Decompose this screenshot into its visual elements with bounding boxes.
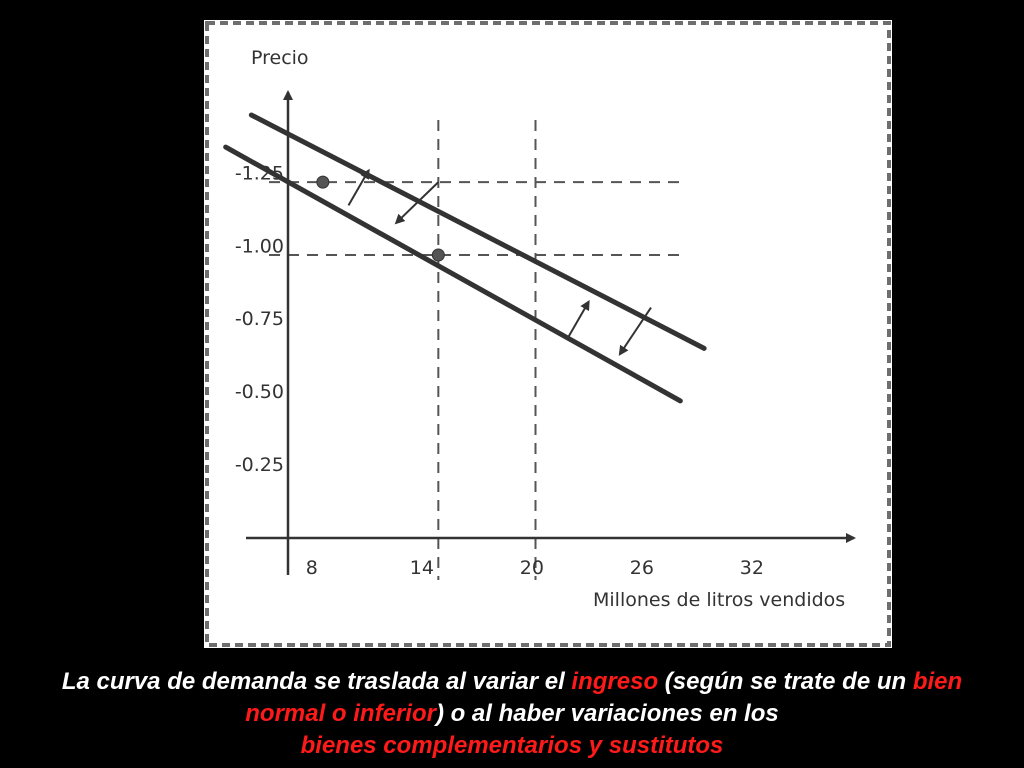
caption-highlight-ingreso: ingreso — [571, 668, 659, 695]
shift-arrow-0 — [347, 168, 370, 206]
caption-text-2: (según se trate de un — [658, 668, 913, 695]
y-tick-label: -1.25 — [235, 162, 284, 184]
caption-text-1: La curva de demanda se traslada al varia… — [61, 668, 572, 695]
x-tick-label: 32 — [740, 557, 764, 579]
y-tick-label: -0.25 — [235, 454, 284, 476]
demand-line-1 — [223, 144, 683, 404]
dashed-border — [205, 21, 891, 647]
caption: La curva de demanda se traslada al varia… — [60, 666, 964, 762]
x-axis-title: Millones de litros vendidos — [593, 589, 845, 611]
x-tick-label: 20 — [520, 557, 544, 579]
demand-line-0 — [248, 112, 707, 351]
shift-arrow-1 — [394, 181, 440, 225]
y-tick-label: -1.00 — [235, 235, 284, 257]
x-tick-label: 26 — [630, 557, 654, 579]
y-tick-label: -0.50 — [235, 381, 284, 403]
x-tick-label: 8 — [306, 557, 318, 579]
tick-labels: 8 14 20 26 32 -1.25 -1.00 -0.75 -0.50 -0.25 — [235, 162, 764, 579]
x-tick-label: 14 — [410, 557, 434, 579]
caption-text-3: ) o al haber variaciones en los — [435, 700, 779, 727]
guide-lines — [269, 120, 684, 580]
equilibrium-point-1 — [431, 248, 445, 262]
shift-arrow-3 — [618, 306, 652, 356]
y-tick-label: -0.75 — [235, 308, 284, 330]
shift-arrows — [347, 168, 652, 356]
equilibrium-point-0 — [316, 175, 330, 189]
y-axis-title: Precio — [251, 47, 309, 69]
shift-arrow-2 — [567, 299, 590, 338]
caption-highlight-bienes: bienes complementarios y sustitutos — [300, 732, 724, 759]
caption-highlight-bien: bien normal o inferior — [245, 668, 963, 727]
demand-shift-chart: 8 14 20 26 32 -1.25 -1.00 -0.75 -0.50 -0.25 Preci… — [205, 21, 891, 647]
demand-lines — [223, 112, 707, 404]
equilibrium-points — [316, 175, 445, 262]
axes — [246, 90, 856, 575]
demand-curve-figure: 8 14 20 26 32 -1.25 -1.00 -0.75 -0.50 -0.25 Preci… — [204, 20, 892, 648]
